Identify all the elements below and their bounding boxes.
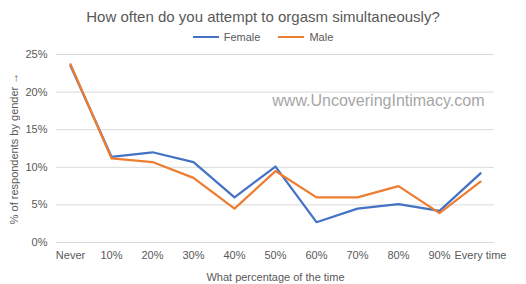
svg-text:70%: 70%	[346, 249, 368, 261]
svg-text:What percentage of the time: What percentage of the time	[206, 271, 344, 283]
svg-text:% of respondents by gender →: % of respondents by gender →	[8, 73, 20, 225]
svg-text:30%: 30%	[182, 249, 204, 261]
svg-text:5%: 5%	[32, 198, 48, 210]
svg-text:20%: 20%	[141, 249, 163, 261]
svg-text:Never: Never	[56, 249, 86, 261]
html-text:How often do you attempt to or: How often do you attempt to orgasm simul…	[86, 8, 440, 25]
svg-text:90%: 90%	[428, 249, 450, 261]
svg-text:15%: 15%	[25, 123, 47, 135]
svg-text:40%: 40%	[223, 249, 245, 261]
svg-text:Every time: Every time	[455, 249, 507, 261]
html-text:Male: Male	[309, 31, 334, 43]
svg-text:10%: 10%	[100, 249, 122, 261]
svg-text:www.UncoveringIntimacy.com: www.UncoveringIntimacy.com	[271, 92, 484, 109]
svg-text:10%: 10%	[25, 161, 47, 173]
svg-text:60%: 60%	[305, 249, 327, 261]
svg-text:25%: 25%	[25, 48, 47, 60]
html-text:Female: Female	[223, 31, 261, 43]
svg-text:80%: 80%	[387, 249, 409, 261]
svg-text:0%: 0%	[32, 236, 48, 248]
svg-text:50%: 50%	[264, 249, 286, 261]
svg-text:20%: 20%	[25, 86, 47, 98]
